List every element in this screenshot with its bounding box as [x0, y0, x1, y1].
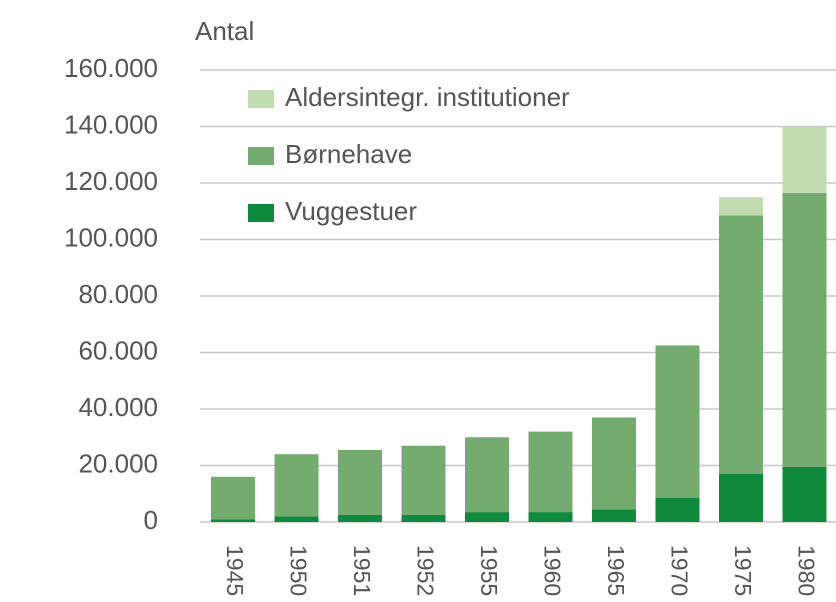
x-tick-label: 1955 [476, 545, 502, 596]
bar-segment [274, 516, 319, 522]
bar-segment [719, 215, 763, 474]
y-tick-label: 120.000 [64, 166, 158, 196]
legend-label: Vuggestuer [285, 196, 417, 226]
y-tick-label: 60.000 [78, 335, 158, 365]
bar-segment [655, 497, 700, 522]
bar-segment [782, 192, 827, 467]
legend-label: Aldersintegr. institutioner [285, 82, 570, 112]
x-tick-label: 1952 [412, 545, 438, 596]
y-tick-label: 160.000 [64, 53, 158, 83]
x-tick-label: 1960 [539, 545, 565, 596]
bar-segment [592, 509, 636, 522]
y-tick-label: 0 [144, 505, 158, 535]
bar-segment [211, 476, 255, 520]
x-tick-label: 1970 [666, 545, 692, 596]
bar-segment [719, 473, 763, 522]
bar-segment [338, 514, 382, 522]
bar-segment [401, 445, 446, 515]
bar-segment [782, 466, 827, 522]
y-tick-label: 80.000 [78, 279, 158, 309]
bar-segment [211, 519, 255, 522]
bar-segment [338, 449, 382, 515]
bar-segment [719, 197, 763, 216]
bar-segment [592, 417, 636, 510]
x-tick-label: 1951 [349, 545, 375, 596]
bar-segment [782, 126, 827, 193]
x-tick-label: 1975 [730, 545, 756, 596]
x-tick-label: 1950 [285, 545, 311, 596]
y-axis-label: Antal [195, 16, 254, 46]
bar-segment [401, 514, 446, 522]
legend-label: Børnehave [285, 139, 412, 169]
bar-segment [465, 437, 509, 513]
x-tick-label: 1965 [603, 545, 629, 596]
x-tick-label: 1980 [793, 545, 819, 596]
bar-segment [528, 431, 573, 513]
bar-segment [655, 345, 700, 498]
legend-swatch [248, 204, 274, 222]
legend-swatch [248, 90, 274, 108]
y-tick-label: 100.000 [64, 222, 158, 252]
x-tick-label: 1945 [222, 545, 248, 596]
y-tick-label: 40.000 [78, 392, 158, 422]
bar-segment [465, 512, 509, 522]
y-tick-label: 20.000 [78, 448, 158, 478]
bar-segment [274, 454, 319, 517]
y-tick-label: 140.000 [64, 109, 158, 139]
bar-segment [528, 512, 573, 522]
legend-swatch [248, 147, 274, 165]
